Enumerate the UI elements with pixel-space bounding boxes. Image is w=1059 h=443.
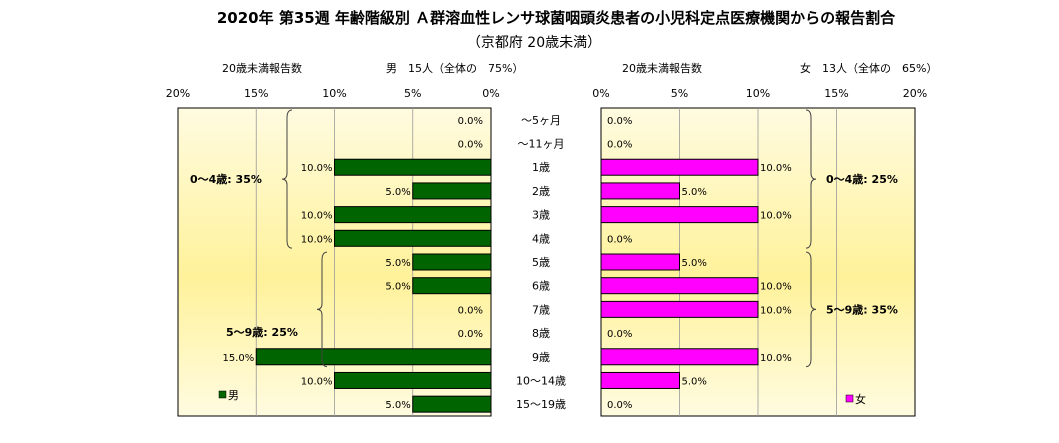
male-bar	[412, 182, 492, 200]
female-age-groups: 0～4歳: 25% 5～9歳: 35%	[805, 109, 898, 368]
male-header-left: 20歳未満報告数	[222, 62, 302, 75]
female-bar	[600, 300, 759, 318]
female-value-label: 0.0%	[607, 329, 632, 340]
male-value-label: 5.0%	[385, 400, 410, 411]
male-age-groups: 0～4歳: 35% 5～9歳: 25%	[190, 109, 328, 368]
chart-title: 2020年 第35週 年齢階級別 Ａ群溶血性レンサ球菌咽頭炎患者の小児科定点医療…	[217, 9, 896, 27]
category-label: 8歳	[532, 327, 550, 340]
male-value-label: 10.0%	[301, 163, 333, 174]
male-bar	[334, 158, 492, 176]
male-value-label: 10.0%	[301, 234, 333, 245]
female-tick-label: 0%	[592, 87, 609, 100]
female-group-brace	[805, 109, 817, 249]
female-bar	[600, 371, 680, 389]
male-value-label: 10.0%	[301, 211, 333, 222]
male-group-label: 0～4歳: 35%	[190, 172, 262, 186]
female-bar	[600, 158, 759, 176]
female-value-label: 10.0%	[760, 305, 792, 316]
female-value-label: 10.0%	[760, 211, 792, 222]
female-bar	[600, 206, 759, 224]
female-tick-labels: 0% 5% 10% 15% 20%	[592, 87, 927, 100]
category-label: ～5ヶ月	[521, 114, 561, 127]
male-bar	[412, 253, 492, 271]
female-value-label: 5.0%	[682, 187, 707, 198]
male-bar	[334, 206, 492, 224]
male-bar	[412, 277, 492, 295]
female-tick-label: 5%	[671, 87, 688, 100]
male-tick-label: 15%	[244, 87, 268, 100]
male-tick-labels: 0% 5% 10% 15% 20%	[166, 87, 500, 100]
male-value-label: 10.0%	[301, 376, 333, 387]
female-bar	[600, 182, 680, 200]
female-value-label: 5.0%	[682, 376, 707, 387]
category-labels: ～5ヶ月 ～11ヶ月 1歳 2歳 3歳 4歳 5歳 6歳 7歳 8歳 9歳 10～14歳 15～19歳	[516, 114, 566, 411]
female-value-label: 0.0%	[607, 400, 632, 411]
male-group-brace	[281, 109, 293, 249]
male-header-right: 男 15人（全体の 75%）	[386, 61, 523, 75]
male-value-label: 5.0%	[385, 187, 410, 198]
male-bars: 0.0% 0.0% 10.0% 5.0% 10.0% 10.0% 5.0% 5.0% 0.0% 0…	[222, 116, 492, 413]
male-bar	[334, 371, 492, 389]
female-value-label: 5.0%	[682, 258, 707, 269]
male-value-label: 0.0%	[458, 329, 483, 340]
female-tick-label: 20%	[903, 87, 927, 100]
category-label: 5歳	[532, 256, 550, 269]
category-label: 6歳	[532, 280, 550, 293]
male-legend-label: 男	[228, 389, 239, 402]
category-label: ～11ヶ月	[518, 138, 565, 151]
female-value-label: 0.0%	[607, 234, 632, 245]
category-label: 4歳	[532, 232, 550, 245]
category-label: 3歳	[532, 209, 550, 222]
female-group-brace	[805, 251, 817, 368]
male-value-label: 0.0%	[458, 116, 483, 127]
male-bar	[255, 348, 492, 366]
chart-subtitle: （京都府 20歳未満）	[467, 35, 601, 51]
female-tick-label: 15%	[824, 87, 848, 100]
male-tick-label: 0%	[482, 87, 499, 100]
male-value-label: 15.0%	[222, 353, 254, 364]
female-tick-label: 10%	[746, 87, 770, 100]
category-label: 15～19歳	[516, 398, 566, 411]
female-group-label: 5～9歳: 35%	[826, 302, 898, 316]
male-legend-swatch	[218, 390, 227, 399]
male-value-label: 0.0%	[458, 305, 483, 316]
female-value-label: 0.0%	[607, 116, 632, 127]
category-label: 7歳	[532, 303, 550, 316]
male-tick-label: 10%	[322, 87, 346, 100]
female-legend-label: 女	[855, 392, 866, 406]
female-value-label: 10.0%	[760, 163, 792, 174]
category-label: 9歳	[532, 351, 550, 364]
female-value-label: 10.0%	[760, 353, 792, 364]
category-label: 1歳	[532, 161, 550, 174]
female-group-label: 0～4歳: 25%	[826, 172, 898, 186]
male-group-brace	[316, 251, 328, 368]
category-label: 2歳	[532, 185, 550, 198]
female-header-left: 20歳未満報告数	[622, 62, 702, 75]
female-bar	[600, 277, 759, 295]
female-legend-swatch	[845, 394, 854, 403]
female-value-label: 10.0%	[760, 282, 792, 293]
female-header-right: 女 13人（全体の 65%）	[800, 61, 937, 75]
female-bar	[600, 253, 680, 271]
male-value-label: 5.0%	[385, 282, 410, 293]
male-group-label: 5～9歳: 25%	[226, 325, 298, 339]
male-tick-label: 5%	[404, 87, 421, 100]
male-bar	[412, 395, 492, 413]
female-value-label: 0.0%	[607, 140, 632, 151]
male-bar	[334, 229, 492, 247]
female-bar	[600, 348, 759, 366]
male-tick-label: 20%	[166, 87, 190, 100]
category-label: 10～14歳	[516, 374, 566, 387]
female-bars: 0.0% 0.0% 10.0% 5.0% 10.0% 0.0% 5.0% 10.0% 10.0%…	[600, 116, 792, 411]
male-value-label: 5.0%	[385, 258, 410, 269]
male-value-label: 0.0%	[458, 140, 483, 151]
